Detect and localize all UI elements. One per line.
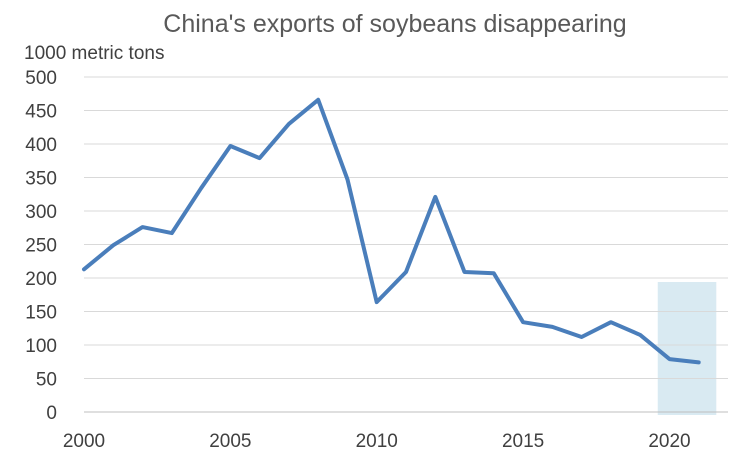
y-tick-label: 400 [25,135,57,156]
data-point [639,334,641,336]
data-point [581,336,583,338]
data-point [83,268,85,270]
y-tick-label: 50 [36,370,57,391]
data-point [112,244,114,246]
y-tick-label: 350 [25,169,57,190]
data-point [522,321,524,323]
data-point [405,271,407,273]
y-tick-label: 300 [25,202,57,223]
data-point [434,196,436,198]
grid-layer [84,76,728,413]
data-point [551,326,553,328]
chart-title: China's exports of soybeans disappearing [163,10,626,38]
data-point [668,358,670,360]
x-tick-label: 2015 [502,431,544,452]
data-point [346,179,348,181]
x-tick-label: 2020 [648,431,690,452]
x-tick-labels: 2000 2005 2010 2015 2020 [63,431,691,452]
y-tick-label: 150 [25,303,57,324]
series-layer [82,97,701,365]
x-tick-label: 2010 [356,431,398,452]
y-tick-label: 100 [25,336,57,357]
data-point [698,361,700,363]
data-point [200,187,202,189]
data-point [171,232,173,234]
series-line [82,97,701,365]
data-point [259,157,261,159]
y-tick-label: 200 [25,269,57,290]
data-point [376,301,378,303]
y-tick-labels: 0 50 100 150 200 250 300 350 400 450 500 [25,68,57,424]
y-tick-label: 0 [46,403,57,424]
highlight-band [657,282,717,415]
y-tick-label: 250 [25,236,57,257]
y-tick-label: 500 [25,68,57,89]
highlight-layer [657,282,717,415]
y-axis-label: 1000 metric tons [24,43,164,64]
y-tick-label: 450 [25,102,57,123]
data-point [288,123,290,125]
data-point [464,271,466,273]
x-tick-label: 2005 [209,431,251,452]
data-point [317,99,319,101]
data-point [493,272,495,274]
data-point [229,145,231,147]
data-point [142,226,144,228]
x-tick-label: 2000 [63,431,105,452]
data-point [610,321,612,323]
